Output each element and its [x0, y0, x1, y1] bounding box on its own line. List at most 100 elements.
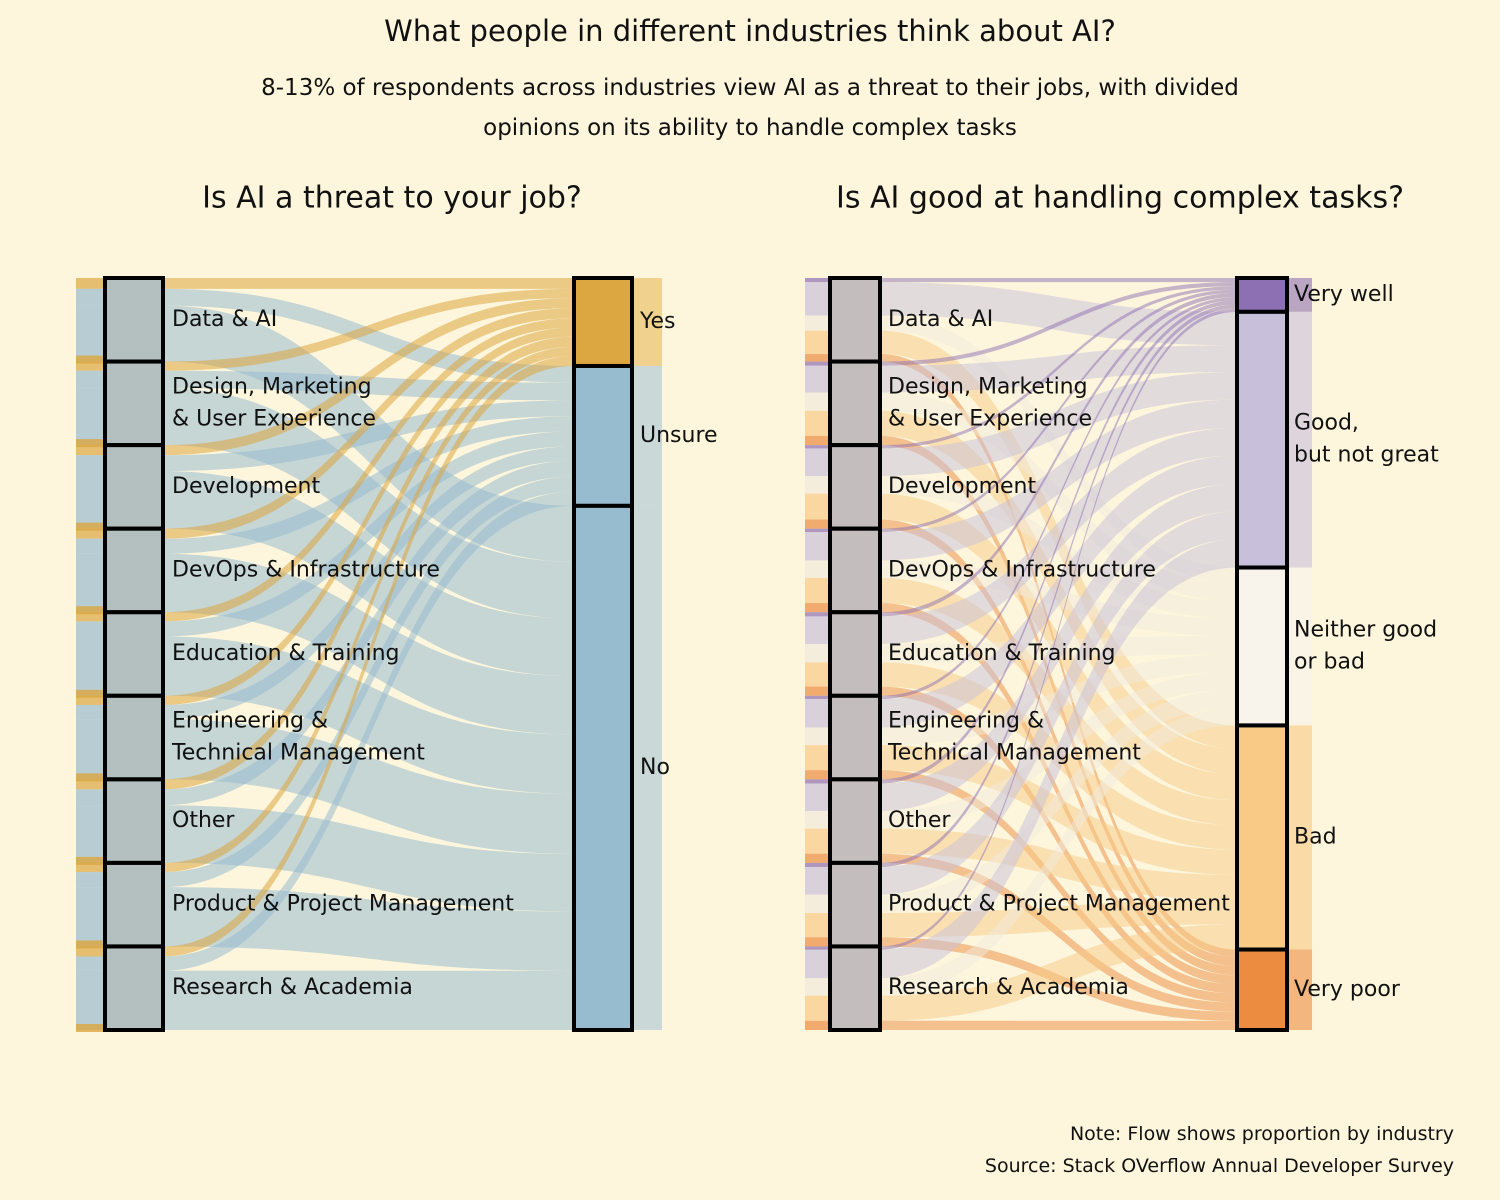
flow-design-marketing-user-experience-to-yes — [163, 288, 574, 371]
left-strip-segment — [805, 811, 830, 829]
chart-subtitle: 8-13% of respondents across industries v… — [261, 75, 1239, 141]
flow-research-academia-to-very-poor — [880, 1020, 1237, 1030]
industry-tick — [76, 355, 105, 364]
left-strip-segment — [805, 699, 830, 728]
industry-tick — [76, 773, 105, 782]
left-strip-segment — [76, 636, 105, 696]
industry-node-education-training — [103, 610, 165, 698]
left-strip-segment — [805, 361, 830, 366]
industry-node-other — [828, 777, 882, 865]
flow-research-academia-to-unsure — [163, 491, 574, 971]
outcome-strip-yes — [632, 278, 662, 366]
left-strip-segment — [76, 779, 105, 790]
industry-label-education-training: Education & Training — [888, 641, 1115, 666]
industry-label-product-project-management: Product & Project Management — [172, 892, 514, 917]
industry-node-devops-infrastructure — [828, 526, 882, 615]
outcome-node-yes — [572, 276, 634, 368]
industry-tick — [76, 689, 105, 698]
left-strip-segment — [805, 779, 830, 784]
industry-node-design-marketing-user-experience — [828, 359, 882, 448]
outcome-label-good-but-not-great: Good, but not great — [1294, 411, 1439, 468]
flow-development-to-very-well — [880, 286, 1237, 449]
outcome-node-very-well — [1235, 276, 1289, 314]
industry-label-design-marketing-user-experience: Design, Marketing & User Experience — [172, 374, 376, 431]
left-strip-segment — [805, 315, 830, 331]
flow-development-to-yes — [163, 298, 574, 456]
outcome-strip-very-poor — [1287, 949, 1312, 1030]
left-strip-segment — [805, 867, 830, 895]
outcome-node-unsure — [572, 363, 634, 508]
outcome-label-very-poor: Very poor — [1294, 977, 1401, 1002]
industry-tick — [76, 856, 105, 865]
flow-engineering-technical-management-to-no — [163, 719, 574, 854]
flow-engineering-technical-management-to-good-but-not-great — [880, 455, 1237, 728]
flow-research-academia-to-yes — [163, 355, 574, 957]
left-strip-segment — [805, 727, 830, 746]
left-strip-segment — [76, 621, 105, 637]
left-strip-segment — [805, 783, 830, 812]
left-strip-segment — [805, 828, 830, 854]
industry-label-devops-infrastructure: DevOps & Infrastructure — [172, 557, 440, 582]
left-strip-segment — [805, 278, 830, 283]
flow-development-to-unsure — [163, 400, 574, 472]
left-strip-segment — [76, 388, 105, 446]
flow-research-academia-to-neither-good-or-bad — [880, 707, 1237, 996]
flow-research-academia-to-no — [163, 970, 574, 1030]
outcome-strip-unsure — [632, 365, 662, 506]
flow-product-project-management-to-very-well — [880, 304, 1237, 868]
flow-engineering-technical-management-to-yes — [163, 327, 574, 705]
flow-research-academia-to-bad — [880, 924, 1237, 1021]
industry-label-education-training: Education & Training — [172, 641, 399, 666]
industry-label-development: Development — [888, 474, 1036, 499]
flow-education-training-to-no — [163, 636, 574, 794]
left-strip-segment — [805, 532, 830, 561]
left-strip-segment — [76, 528, 105, 539]
industry-label-product-project-management: Product & Project Management — [888, 892, 1230, 917]
industry-label-data-ai: Data & AI — [888, 307, 993, 332]
left-strip-segment — [805, 862, 830, 868]
industry-node-education-training — [828, 610, 882, 698]
left-strip-segment — [805, 519, 830, 529]
industry-label-design-marketing-user-experience: Design, Marketing & User Experience — [888, 374, 1092, 431]
left-strip-segment — [76, 471, 105, 529]
flow-research-academia-to-good-but-not-great — [880, 539, 1237, 979]
left-strip-segment — [805, 448, 830, 477]
outcome-label-very-well: Very well — [1294, 282, 1394, 307]
flow-devops-infrastructure-to-yes — [163, 308, 574, 539]
left-strip-segment — [805, 616, 830, 644]
left-strip-segment — [805, 603, 830, 613]
outcome-strip-neither-good-or-bad — [1287, 567, 1312, 726]
left-strip-segment — [805, 410, 830, 436]
left-strip-segment — [805, 946, 830, 950]
flow-engineering-technical-management-to-very-poor — [880, 770, 1237, 1003]
industry-node-devops-infrastructure — [103, 526, 165, 615]
left-strip-segment — [76, 612, 105, 622]
panel-title-2: Is AI good at handling complex tasks? — [836, 181, 1404, 216]
left-strip-segment — [76, 872, 105, 888]
left-strip-segment — [76, 946, 105, 957]
industry-label-other: Other — [172, 808, 235, 833]
industry-tick — [76, 439, 105, 448]
flow-other-to-very-poor — [880, 853, 1237, 1012]
flow-data-ai-to-neither-good-or-bad — [880, 315, 1237, 583]
industry-node-development — [828, 443, 882, 531]
left-strip-segment — [805, 978, 830, 996]
industry-label-data-ai: Data & AI — [172, 307, 277, 332]
left-strip-segment — [805, 745, 830, 771]
left-strip-segment — [805, 913, 830, 938]
outcome-node-very-poor — [1235, 947, 1289, 1033]
left-strip-segment — [805, 528, 830, 533]
left-strip-segment — [76, 361, 105, 371]
flow-product-project-management-to-good-but-not-great — [880, 511, 1237, 895]
source-text: Source: Stack OVerflow Annual Developer … — [984, 1155, 1454, 1177]
flow-engineering-technical-management-to-very-well — [880, 296, 1237, 700]
outcome-node-bad — [1235, 723, 1289, 952]
left-strip-segment — [805, 365, 830, 393]
note-text: Note: Flow shows proportion by industry — [1069, 1123, 1454, 1145]
industry-label-other: Other — [888, 808, 951, 833]
industry-tick — [76, 940, 105, 949]
industry-label-research-academia: Research & Academia — [888, 975, 1129, 1000]
outcome-strip-very-well — [1287, 278, 1312, 312]
flow-devops-infrastructure-to-unsure — [163, 416, 574, 554]
